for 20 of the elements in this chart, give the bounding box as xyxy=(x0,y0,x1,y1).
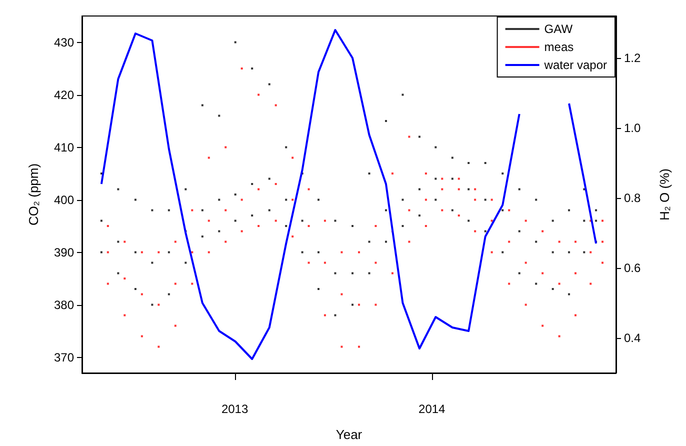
y2-tick-label: 1.2 xyxy=(624,51,642,65)
y-tick-label: 400 xyxy=(54,192,74,207)
x-tick-label: 2014 xyxy=(418,402,446,416)
legend-label: GAW xyxy=(544,22,574,36)
y2-tick-label: 1.0 xyxy=(624,121,642,135)
y2-tick-label: 0.8 xyxy=(624,191,642,205)
y-tick-label: 370 xyxy=(54,350,74,364)
y-tick-label: 380 xyxy=(54,298,74,312)
y-tick-label: 390 xyxy=(54,245,74,260)
y-axis-title: CO₂ (ppm) xyxy=(26,163,41,226)
y2-axis-title: H₂ O (%) xyxy=(657,168,672,220)
x-tick-label: 2013 xyxy=(221,402,248,416)
x-axis-title: Year xyxy=(336,427,363,442)
legend-label: meas xyxy=(544,40,574,54)
y2-tick-label: 0.4 xyxy=(624,331,642,345)
y-tick-label: 420 xyxy=(54,88,74,102)
y-tick-label: 410 xyxy=(54,140,74,154)
legend-label: water vapor xyxy=(543,58,608,72)
y-tick-label: 430 xyxy=(54,35,74,50)
y2-tick-label: 0.6 xyxy=(624,261,642,275)
